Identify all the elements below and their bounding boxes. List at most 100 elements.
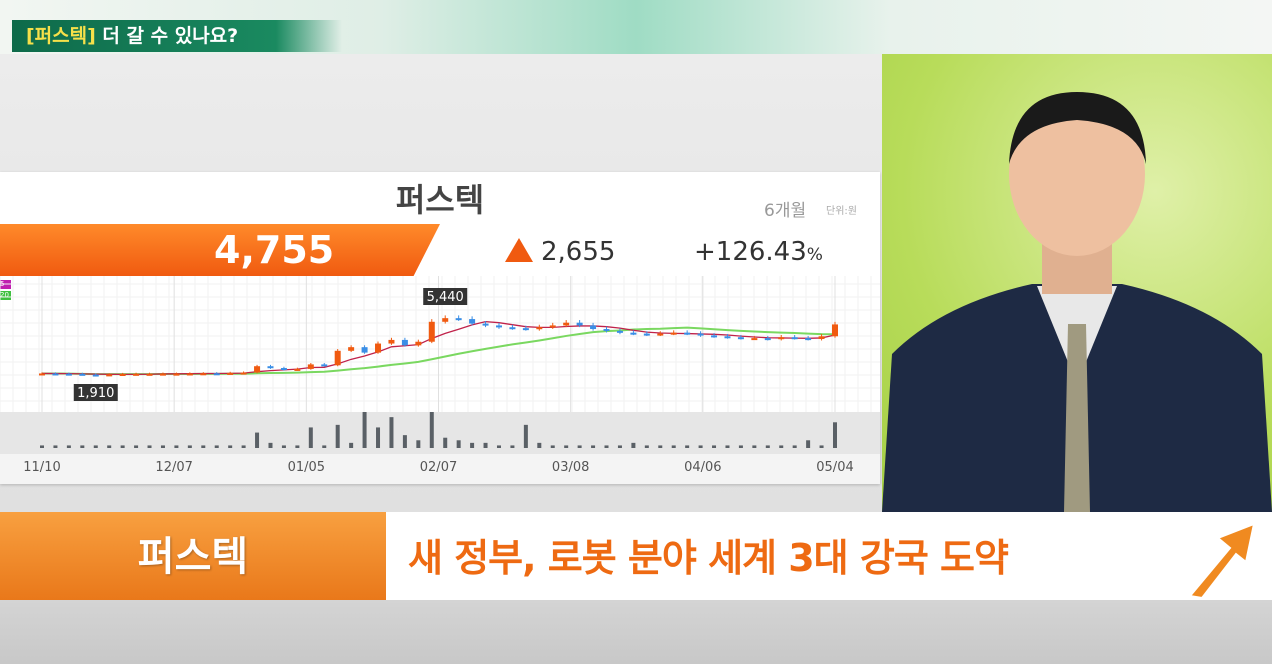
volume-bar — [66, 445, 71, 448]
candle-body — [146, 373, 153, 376]
candle-body — [280, 368, 287, 371]
candle-body — [240, 372, 247, 375]
volume-bar — [160, 445, 165, 448]
candle-body — [227, 372, 234, 375]
candle-body — [159, 373, 166, 376]
volume-bar — [281, 445, 286, 448]
volume-bar — [550, 445, 555, 448]
volume-bar — [402, 435, 407, 448]
headline: 새 정부, 로봇 분야 세계 3대 강국 도약 — [408, 536, 1009, 580]
volume-bar — [429, 412, 434, 448]
candle-body — [737, 337, 744, 340]
volume-bar — [228, 445, 233, 448]
candle-body — [428, 321, 435, 342]
top-banner: [퍼스텍] 더 갈 수 있나요? — [0, 0, 1272, 54]
volume-bar — [604, 445, 609, 448]
candle-body — [697, 333, 704, 336]
volume-bar — [268, 442, 273, 448]
candle-body — [670, 332, 677, 335]
candle-body — [267, 366, 274, 369]
candle-body — [616, 330, 623, 333]
volume-bar — [738, 445, 743, 448]
volume-bar — [725, 445, 730, 448]
legend-ma20: 20 — [0, 291, 11, 300]
candle-body — [119, 374, 126, 377]
volume-bar — [107, 445, 112, 448]
x-tick-label: 03/08 — [551, 460, 590, 475]
candle-body — [832, 324, 838, 337]
candle-body — [818, 336, 825, 340]
candle-body — [549, 325, 556, 328]
lower-third: 퍼스텍 새 정부, 로봇 분야 세계 3대 강국 도약 — [0, 512, 1272, 600]
candle-body — [442, 318, 449, 322]
volume-bar — [295, 445, 300, 448]
pct-value: +126.43 — [694, 237, 807, 267]
volume-bar — [658, 445, 663, 448]
volume-bar — [362, 412, 367, 448]
candle-body — [375, 343, 382, 353]
topic-text: 더 갈 수 있나요? — [95, 25, 239, 47]
volume-bar — [765, 445, 770, 448]
candle-body — [294, 368, 301, 371]
volume-bar — [470, 442, 475, 448]
volume-bar — [712, 445, 717, 448]
volume-bar — [698, 445, 703, 448]
candle-body — [39, 373, 45, 376]
candle-body — [724, 336, 731, 339]
candle-body — [791, 337, 798, 340]
volume-bar — [792, 445, 797, 448]
candle-body — [186, 373, 193, 376]
volume-bar — [53, 445, 58, 448]
candle-body — [495, 325, 502, 328]
price-bar — [0, 224, 440, 276]
volume-bar — [456, 440, 461, 448]
candle-body — [65, 373, 72, 376]
unit-label: 단위:원 — [826, 206, 857, 217]
volume-bar — [671, 445, 676, 448]
candle-body — [52, 373, 59, 376]
volume-bar — [147, 445, 152, 448]
volume-bar — [644, 445, 649, 448]
volume-bar — [443, 437, 448, 448]
presenter-figure — [882, 92, 1272, 512]
candle-body — [469, 319, 476, 324]
price-change: 2,655 — [505, 236, 615, 268]
candle-body — [92, 374, 99, 377]
change-value: 2,655 — [541, 237, 616, 267]
volume-bar — [93, 445, 98, 448]
volume-bar — [80, 445, 85, 448]
candle-body — [751, 338, 758, 341]
candle-body — [778, 337, 785, 340]
volume-bar — [335, 424, 340, 448]
candlestick-chart: 5,440 1,910 — [0, 276, 880, 454]
chart-stage: 퍼스텍 6개월 단위:원 4,755 2,655 +126.43% 5 20 5… — [0, 54, 882, 512]
volume-bar — [752, 445, 757, 448]
candle-body — [213, 373, 220, 376]
stock-name: 퍼스텍 — [395, 181, 485, 219]
volume-bar — [40, 445, 44, 448]
candle-body — [200, 373, 207, 376]
stock-card: 퍼스텍 6개월 단위:원 4,755 2,655 +126.43% 5 20 5… — [0, 172, 880, 484]
candle-body — [415, 341, 422, 346]
annotation-box — [423, 288, 468, 305]
candle-body — [321, 364, 328, 367]
lower-third-label: 퍼스텍 — [0, 512, 386, 600]
volume-bar — [134, 445, 139, 448]
volume-bar — [523, 424, 528, 448]
volume-bar — [120, 445, 125, 448]
candle-body — [509, 327, 516, 330]
candle-body — [590, 325, 597, 330]
volume-bar — [496, 445, 501, 448]
annotation-box — [73, 384, 118, 401]
volume-bar — [591, 445, 596, 448]
up-triangle-icon — [505, 238, 533, 262]
candle-body — [106, 374, 113, 377]
candle-body — [455, 318, 462, 321]
annotation-low: 1,910 — [77, 386, 114, 401]
volume-bar — [819, 445, 824, 448]
volume-bar — [308, 427, 313, 448]
volume-bar — [779, 445, 784, 448]
volume-bar — [255, 432, 260, 448]
volume-bar — [187, 445, 192, 448]
candle-body — [133, 373, 140, 376]
